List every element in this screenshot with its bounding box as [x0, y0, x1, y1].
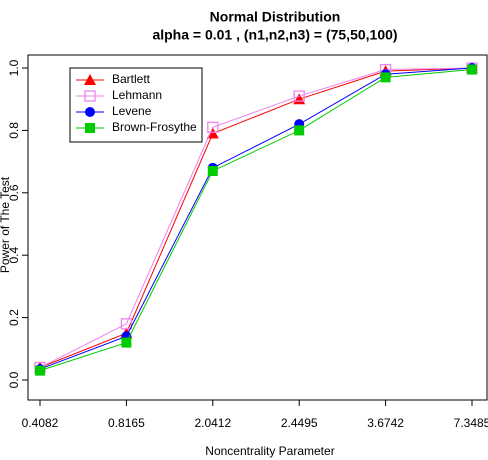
x-tick-label: 0.4082 — [22, 416, 59, 430]
data-point — [121, 337, 132, 348]
y-tick-label: 0.2 — [7, 309, 21, 326]
plot-box — [27, 54, 488, 401]
chart-title: Normal Distribution — [210, 9, 341, 25]
series-line — [39, 67, 473, 368]
data-point — [207, 121, 219, 133]
legend-label: Levene — [112, 104, 152, 118]
legend-label: Brown-Frosythe — [112, 120, 197, 134]
legend-label: Lehmann — [112, 88, 162, 102]
data-point — [206, 127, 219, 139]
x-tick-label: 2.4495 — [281, 416, 318, 430]
legend-marker — [85, 107, 95, 117]
legend-label: Bartlett — [112, 72, 151, 86]
y-tick-label: 0.4 — [7, 247, 21, 264]
x-tick-label: 0.8165 — [108, 416, 145, 430]
y-axis-label: Power of The Test — [0, 176, 12, 273]
x-axis-label: Noncentrality Parameter — [205, 444, 334, 458]
x-tick-label: 3.6742 — [367, 416, 404, 430]
series-line — [39, 69, 473, 372]
legend-marker — [85, 123, 95, 133]
legend-marker — [84, 90, 96, 102]
series-line — [39, 67, 473, 370]
data-point — [294, 125, 305, 136]
y-tick-label: 0.8 — [7, 122, 21, 139]
x-tick-label: 2.0412 — [194, 416, 231, 430]
data-point — [120, 318, 133, 330]
data-point — [207, 165, 218, 176]
legend: Bartlett Lehmann Levene Brown-Frosythe — [69, 67, 203, 143]
y-tick-label: 0.6 — [7, 184, 21, 201]
data-point — [467, 64, 477, 75]
legend-marker — [84, 74, 96, 85]
data-point — [293, 90, 305, 102]
series-line — [39, 67, 473, 368]
y-tick-label: 0.0 — [7, 371, 21, 388]
data-point — [380, 72, 391, 83]
y-tick-label: 1.0 — [7, 59, 21, 76]
x-tick-label: 7.3485 — [454, 416, 488, 430]
data-point — [35, 365, 45, 376]
chart-subtitle: alpha = 0.01 , (n1,n2,n3) = (75,50,100) — [152, 27, 397, 43]
